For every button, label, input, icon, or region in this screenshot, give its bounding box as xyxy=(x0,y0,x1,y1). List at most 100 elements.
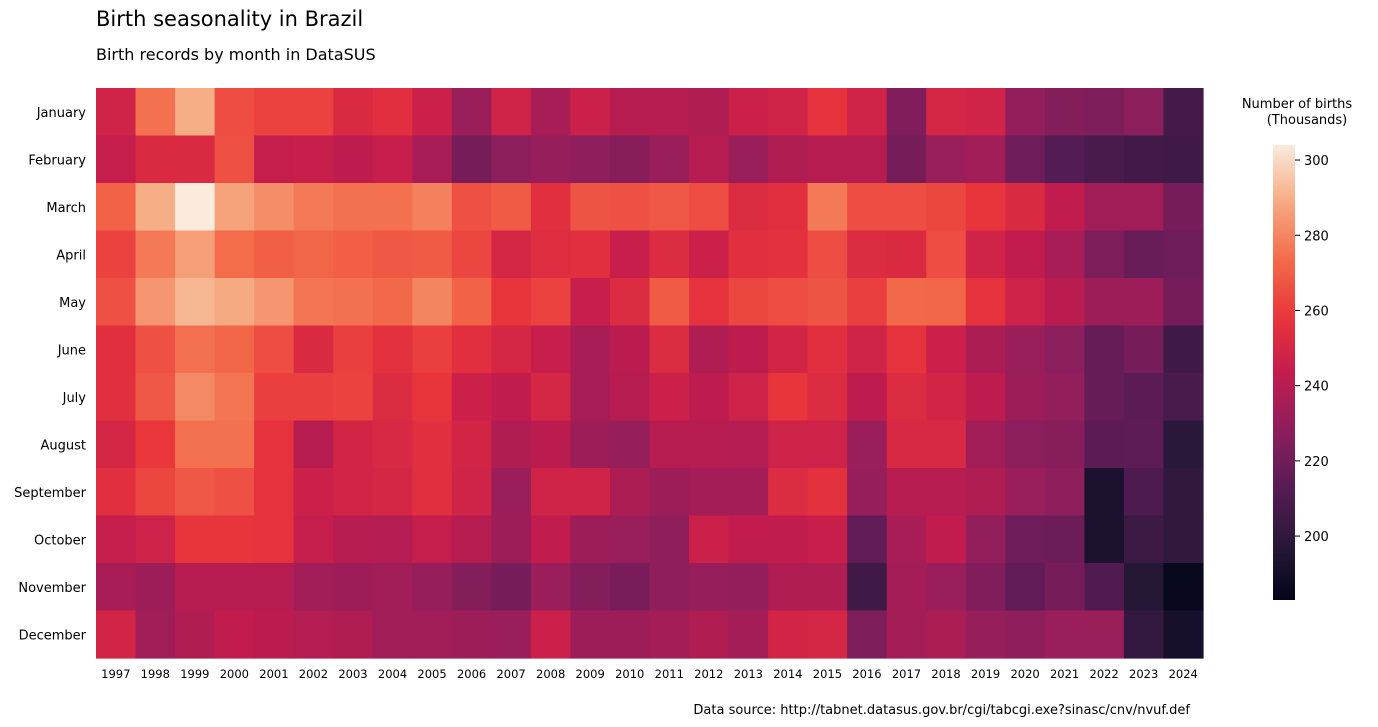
heatmap-cell xyxy=(333,135,374,184)
heatmap-cell xyxy=(570,373,611,422)
heatmap-cell xyxy=(1044,183,1085,232)
heatmap-cell xyxy=(96,373,137,422)
heatmap-cell xyxy=(530,373,572,422)
year-label: 2007 xyxy=(496,667,525,681)
heatmap-cell xyxy=(293,325,334,374)
heatmap-cell xyxy=(609,610,651,659)
heatmap-cell xyxy=(570,420,611,469)
heatmap-cell xyxy=(412,278,453,327)
heatmap-cell xyxy=(530,88,572,137)
heatmap-cell xyxy=(214,278,255,327)
heatmap-cell xyxy=(847,325,888,374)
month-label: September xyxy=(14,486,87,501)
heatmap-cell xyxy=(807,468,848,517)
heatmap-cell xyxy=(135,278,176,327)
heatmap-cell xyxy=(847,373,888,422)
heatmap-cell xyxy=(96,183,137,232)
heatmap-cell xyxy=(451,183,492,232)
heatmap-cell xyxy=(412,88,453,137)
heatmap-cell xyxy=(965,515,1006,564)
heatmap-cell xyxy=(491,230,532,279)
heatmap-cell xyxy=(1005,230,1046,279)
heatmap-cell xyxy=(333,468,374,517)
heatmap-cell xyxy=(1005,610,1046,659)
heatmap-cell xyxy=(1123,563,1165,612)
heatmap-cell xyxy=(926,515,967,564)
heatmap-cell xyxy=(530,135,572,184)
heatmap-cell xyxy=(609,88,651,137)
heatmap-cell xyxy=(886,468,927,517)
heatmap-cell xyxy=(175,88,216,137)
heatmap-cell xyxy=(254,373,295,422)
heatmap-cell xyxy=(807,230,848,279)
heatmap-cell xyxy=(1163,278,1204,327)
year-label: 2000 xyxy=(220,667,249,681)
heatmap-cell xyxy=(175,183,216,232)
month-label: August xyxy=(41,438,87,453)
heatmap-cell xyxy=(214,88,255,137)
heatmap-cell xyxy=(1084,278,1125,327)
colorbar-tick-label: 200 xyxy=(1304,530,1329,545)
heatmap-cell xyxy=(689,468,730,517)
heatmap-cell xyxy=(135,468,176,517)
heatmap-cell xyxy=(1163,563,1204,612)
heatmap-cell xyxy=(412,135,453,184)
heatmap-cell xyxy=(728,183,769,232)
year-label: 2024 xyxy=(1169,667,1198,681)
heatmap-cell xyxy=(807,373,848,422)
year-label: 2009 xyxy=(576,667,605,681)
heatmap-cell xyxy=(175,468,216,517)
heatmap-cell xyxy=(530,325,572,374)
heatmap-cell xyxy=(1084,325,1125,374)
heatmap-cell xyxy=(451,88,492,137)
heatmap-cell xyxy=(570,563,611,612)
heatmap-cell xyxy=(807,88,848,137)
heatmap-cell xyxy=(965,278,1006,327)
heatmap-cell xyxy=(175,230,216,279)
heatmap-cell xyxy=(135,88,176,137)
year-label: 1997 xyxy=(101,667,130,681)
heatmap-cell xyxy=(412,420,453,469)
heatmap-cell xyxy=(214,610,255,659)
heatmap-cell xyxy=(847,278,888,327)
heatmap-cell xyxy=(965,230,1006,279)
heatmap-cell xyxy=(609,373,651,422)
heatmap-cell xyxy=(1123,230,1165,279)
heatmap-cell xyxy=(926,230,967,279)
heatmap-cell xyxy=(649,183,690,232)
heatmap-cell xyxy=(926,183,967,232)
heatmap-cell xyxy=(254,230,295,279)
heatmap-cell xyxy=(372,230,413,279)
heatmap-cell xyxy=(135,563,176,612)
heatmap-cell xyxy=(214,373,255,422)
heatmap-cell xyxy=(254,610,295,659)
colorbar-title-line-1: Number of births xyxy=(1242,97,1353,112)
heatmap-cell xyxy=(1044,420,1085,469)
heatmap-cell xyxy=(293,230,334,279)
heatmap-cell xyxy=(372,563,413,612)
heatmap-cell xyxy=(175,373,216,422)
heatmap-cell xyxy=(451,230,492,279)
heatmap-cell xyxy=(1163,183,1204,232)
heatmap-cell xyxy=(1123,88,1165,137)
heatmap-cell xyxy=(1123,515,1165,564)
heatmap-cell xyxy=(1123,278,1165,327)
heatmap-cell xyxy=(214,563,255,612)
heatmap-cell xyxy=(1123,373,1165,422)
heatmap-cell xyxy=(491,610,532,659)
year-label: 2010 xyxy=(615,667,644,681)
heatmap-cell xyxy=(412,183,453,232)
heatmap-cell xyxy=(886,325,927,374)
heatmap-cell xyxy=(768,515,809,564)
year-label: 2002 xyxy=(299,667,328,681)
heatmap-cell xyxy=(847,610,888,659)
heatmap-cell xyxy=(412,230,453,279)
heatmap-cell xyxy=(689,325,730,374)
heatmap-cell xyxy=(175,135,216,184)
heatmap-cell xyxy=(807,325,848,374)
heatmap-cell xyxy=(649,610,690,659)
heatmap-cell xyxy=(807,515,848,564)
heatmap-cell xyxy=(926,278,967,327)
heatmap-cell xyxy=(530,420,572,469)
heatmap-cell xyxy=(135,135,176,184)
